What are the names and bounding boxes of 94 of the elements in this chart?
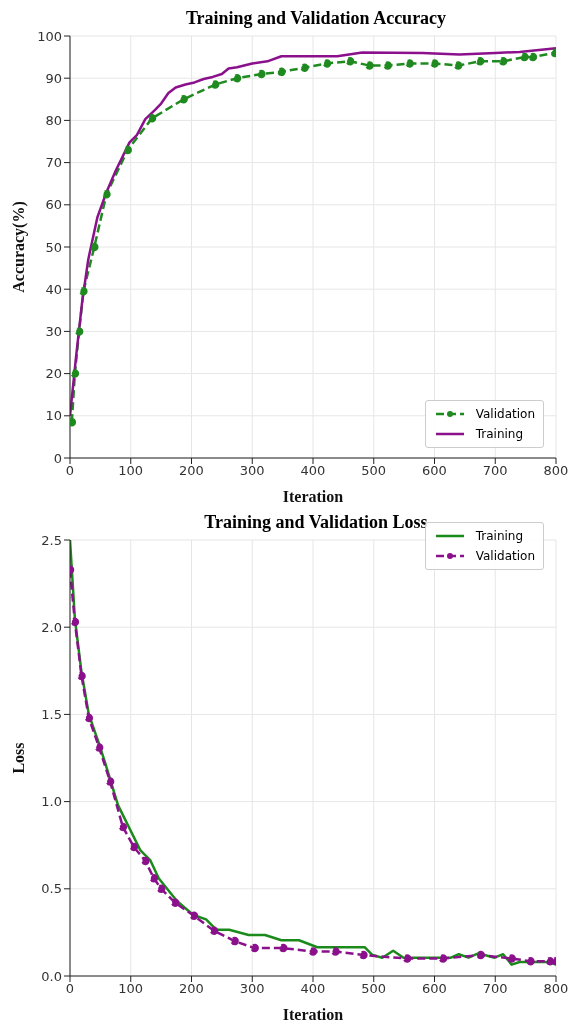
y-tick-label: 10 bbox=[45, 408, 62, 424]
point bbox=[70, 369, 80, 378]
x-tick-label: 0 bbox=[65, 981, 75, 997]
point bbox=[383, 61, 392, 70]
point bbox=[102, 190, 111, 199]
point bbox=[129, 842, 139, 852]
x-tick-label: 0 bbox=[65, 463, 75, 479]
point bbox=[189, 911, 199, 921]
point bbox=[308, 947, 318, 956]
point bbox=[84, 713, 94, 723]
point bbox=[278, 943, 288, 953]
point bbox=[74, 327, 84, 336]
point bbox=[475, 57, 485, 66]
y-tick-label: 90 bbox=[45, 70, 62, 86]
y-tick-label: 70 bbox=[45, 155, 62, 171]
legend-label: Validation bbox=[475, 407, 535, 421]
point bbox=[277, 67, 286, 77]
point bbox=[105, 777, 115, 786]
point bbox=[77, 671, 86, 681]
point bbox=[300, 63, 309, 72]
x-tick-label: 200 bbox=[179, 463, 204, 479]
point bbox=[365, 61, 374, 70]
x-tick-label: 300 bbox=[239, 981, 265, 997]
point bbox=[70, 617, 80, 627]
point bbox=[526, 956, 535, 966]
point bbox=[331, 947, 340, 956]
point bbox=[141, 856, 150, 866]
point bbox=[123, 145, 132, 155]
x-tick-label: 800 bbox=[543, 981, 569, 997]
point bbox=[430, 59, 439, 68]
point bbox=[359, 950, 368, 960]
x-tick-label: 700 bbox=[482, 981, 508, 997]
legend-label: Validation bbox=[475, 549, 535, 563]
y-tick-label: 80 bbox=[45, 113, 62, 129]
point bbox=[70, 417, 77, 427]
point bbox=[405, 59, 414, 68]
point bbox=[345, 57, 355, 66]
y-tick-label: 2.0 bbox=[41, 619, 62, 635]
x-tick-label: 400 bbox=[300, 981, 326, 997]
point bbox=[232, 73, 242, 83]
x-axis-title: Iteration bbox=[282, 488, 344, 505]
point bbox=[209, 926, 219, 935]
y-axis-title: Loss bbox=[9, 742, 27, 774]
y-tick-label: 0 bbox=[53, 450, 62, 466]
x-tick-label: 600 bbox=[422, 463, 447, 479]
point bbox=[79, 287, 88, 296]
point bbox=[498, 57, 508, 66]
legend-label: Training bbox=[475, 529, 524, 543]
point bbox=[322, 59, 332, 68]
y-tick-label: 50 bbox=[45, 239, 62, 255]
x-axis-title: Iteration bbox=[282, 1006, 344, 1023]
point bbox=[118, 822, 128, 832]
point bbox=[507, 954, 516, 963]
point bbox=[520, 52, 529, 62]
x-tick-label: 200 bbox=[179, 981, 204, 997]
y-tick-label: 30 bbox=[45, 324, 62, 340]
x-tick-label: 700 bbox=[482, 463, 508, 479]
point bbox=[476, 950, 485, 960]
legend-label: Training bbox=[475, 427, 524, 441]
y-tick-label: 2.5 bbox=[41, 532, 62, 548]
point bbox=[170, 898, 180, 907]
x-tick-label: 100 bbox=[118, 981, 144, 997]
x-tick-label: 600 bbox=[422, 981, 447, 997]
point bbox=[545, 956, 555, 966]
y-tick-label: 1.0 bbox=[41, 794, 62, 810]
y-tick-label: 60 bbox=[45, 197, 62, 213]
y-tick-label: 100 bbox=[37, 28, 62, 44]
x-tick-label: 400 bbox=[300, 463, 326, 479]
x-tick-label: 500 bbox=[361, 463, 387, 479]
chart-title: Training and Validation Loss bbox=[204, 512, 428, 532]
point bbox=[94, 743, 104, 752]
point bbox=[156, 884, 166, 894]
point bbox=[402, 954, 412, 963]
point bbox=[257, 69, 266, 79]
y-axis-title: Accuracy(%) bbox=[9, 201, 28, 293]
point bbox=[147, 114, 157, 123]
point bbox=[149, 874, 159, 883]
y-tick-label: 20 bbox=[45, 366, 62, 382]
y-tick-label: 0.0 bbox=[41, 968, 62, 984]
y-tick-label: 40 bbox=[45, 281, 62, 297]
y-tick-label: 1.5 bbox=[41, 707, 62, 723]
point bbox=[438, 954, 448, 963]
x-tick-label: 100 bbox=[118, 463, 144, 479]
point bbox=[179, 95, 188, 104]
point bbox=[230, 936, 239, 946]
x-tick-label: 800 bbox=[543, 463, 569, 479]
point bbox=[250, 943, 259, 953]
x-tick-label: 500 bbox=[361, 981, 387, 997]
point bbox=[528, 52, 538, 62]
point bbox=[90, 242, 99, 252]
chart-title: Training and Validation Accuracy bbox=[184, 8, 448, 30]
point bbox=[453, 61, 463, 70]
x-tick-label: 300 bbox=[239, 463, 265, 479]
y-tick-label: 0.5 bbox=[41, 881, 62, 897]
